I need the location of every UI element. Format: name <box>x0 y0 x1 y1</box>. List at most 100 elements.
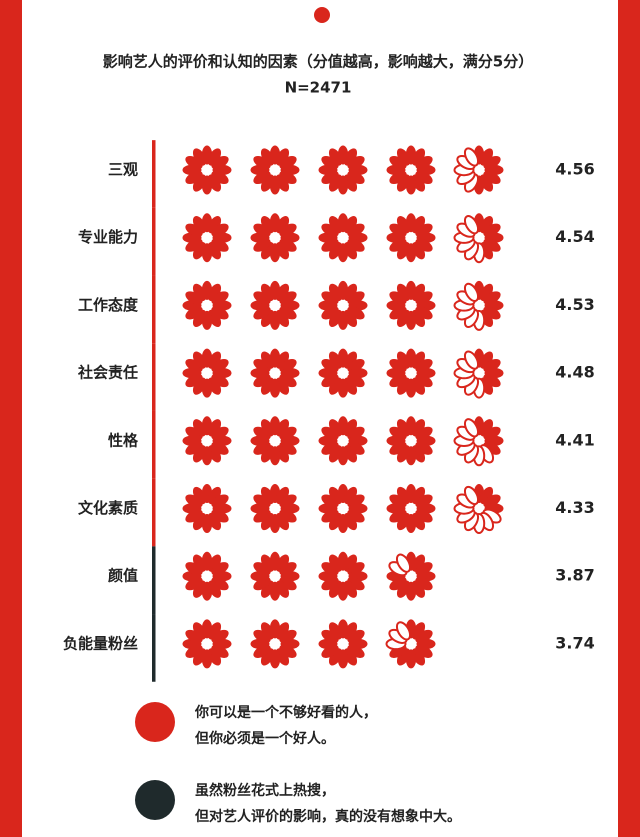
petal <box>192 419 207 437</box>
flower-icon <box>453 213 504 264</box>
category-label: 文化素质 <box>78 499 138 517</box>
flower-icon <box>182 551 232 601</box>
petal <box>192 148 207 166</box>
flower-center <box>202 368 212 378</box>
flower-center <box>270 504 280 513</box>
flower-icon <box>182 348 232 398</box>
category-label: 三观 <box>108 161 138 179</box>
flower-center <box>406 571 416 581</box>
flower-icon <box>453 484 504 534</box>
petal <box>260 148 275 166</box>
divider <box>152 614 156 682</box>
petal <box>328 622 343 640</box>
top-dot <box>314 7 330 23</box>
flower-icon <box>386 213 436 263</box>
flower-center <box>406 368 416 378</box>
petal <box>328 351 343 369</box>
note-dot <box>135 702 175 742</box>
petal <box>396 351 411 369</box>
flower-center <box>270 571 280 581</box>
category-label: 专业能力 <box>78 228 138 246</box>
flower-center <box>202 300 212 310</box>
petal <box>463 215 480 235</box>
flower-center <box>202 639 212 649</box>
petal <box>192 351 207 369</box>
flower-icon <box>318 619 368 669</box>
petal <box>395 553 412 573</box>
petal <box>463 147 480 167</box>
flower-center <box>406 165 416 175</box>
note-dot <box>135 780 175 820</box>
flower-icon <box>386 280 436 330</box>
flower-icon <box>182 280 232 330</box>
flower-center <box>270 233 280 243</box>
petal <box>192 486 207 505</box>
note-text: 但对艺人评价的影响，真的没有想象中大。 <box>194 808 461 825</box>
note-text: 但你必须是一个好人。 <box>194 730 335 747</box>
flower-icon <box>453 348 504 399</box>
flower-icon <box>250 416 300 466</box>
flower-icon <box>182 416 232 466</box>
category-label: 性格 <box>108 431 139 449</box>
petal <box>328 216 343 234</box>
flower-icon <box>453 145 504 195</box>
flower-center <box>406 504 416 513</box>
flower-icon <box>318 551 368 601</box>
flower-icon <box>386 484 436 533</box>
flower-icon <box>318 145 368 195</box>
petal <box>396 283 411 302</box>
petal <box>463 282 480 303</box>
petal <box>463 418 480 438</box>
flower-icon <box>453 280 504 331</box>
petal <box>260 554 275 572</box>
flower-center <box>202 436 212 446</box>
flower-center <box>338 504 348 513</box>
category-label: 工作态度 <box>78 296 139 314</box>
value-label: 3.74 <box>555 633 594 652</box>
divider <box>152 275 156 344</box>
petal <box>260 622 275 640</box>
flower-icon <box>250 619 300 669</box>
flower-center <box>338 300 348 310</box>
flower-center <box>270 165 280 175</box>
flower-center <box>270 300 280 310</box>
flower-center <box>338 436 348 446</box>
flower-center <box>474 233 484 243</box>
flower-icon <box>453 416 504 467</box>
divider <box>152 478 156 547</box>
flower-center <box>202 233 212 243</box>
petal <box>260 486 275 505</box>
flower-icon <box>250 348 300 398</box>
flower-center <box>338 639 348 649</box>
flower-icon <box>386 416 436 466</box>
flower-icon <box>182 619 232 669</box>
petal <box>260 351 275 369</box>
flower-icon <box>318 484 368 533</box>
value-label: 4.54 <box>555 227 594 246</box>
flower-icon <box>250 280 300 330</box>
flower-center <box>474 368 484 378</box>
value-label: 3.87 <box>555 566 594 585</box>
flower-icon <box>386 348 436 398</box>
flower-center <box>406 300 416 310</box>
category-label: 社会责任 <box>77 364 138 382</box>
value-label: 4.48 <box>555 363 594 382</box>
flower-icon <box>250 213 300 263</box>
flower-icon <box>182 484 232 533</box>
flower-center <box>338 571 348 581</box>
flower-center <box>406 639 416 649</box>
petal <box>260 216 275 234</box>
petal <box>192 622 207 640</box>
flower-center <box>474 504 484 513</box>
note-text: 虽然粉丝花式上热搜， <box>195 782 335 799</box>
flower-icon <box>318 280 368 330</box>
flower-center <box>338 165 348 175</box>
flower-icon <box>182 213 232 263</box>
flower-center <box>474 165 484 175</box>
flower-center <box>406 436 416 446</box>
divider <box>152 343 156 411</box>
petal <box>192 283 207 302</box>
petal <box>192 554 207 572</box>
flower-icon <box>386 145 436 195</box>
panel <box>22 0 618 837</box>
